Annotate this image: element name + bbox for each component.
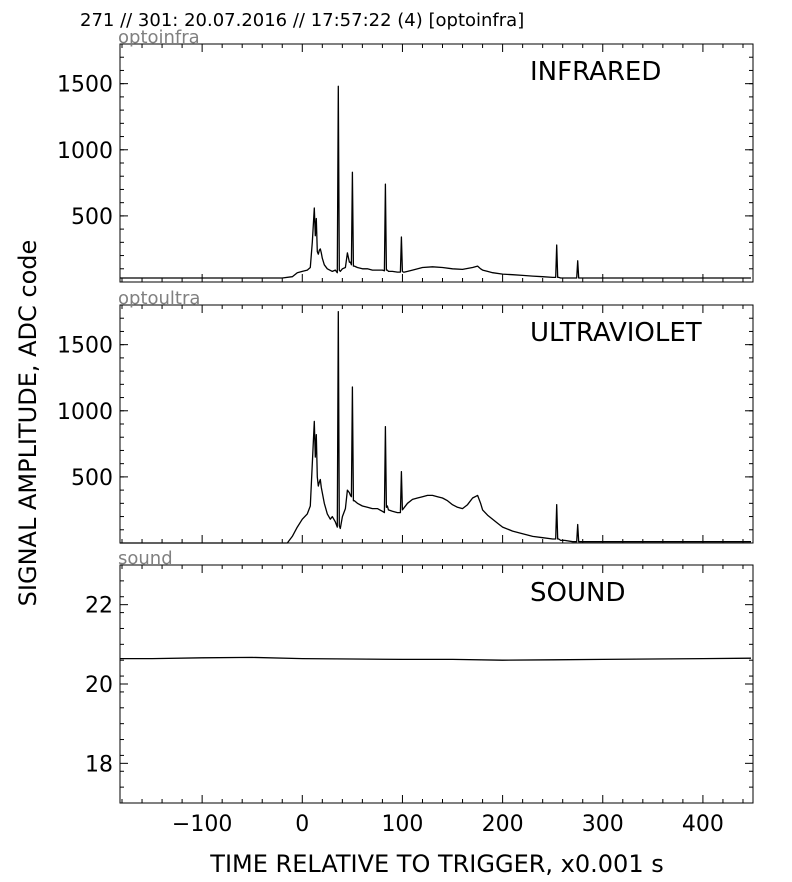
x-tick-label: 100 — [381, 812, 423, 837]
x-tick-label: 0 — [295, 812, 309, 837]
y-tick-label: 1000 — [57, 400, 113, 425]
y-tick-label: 18 — [85, 752, 113, 777]
y-tick-label: 500 — [71, 466, 113, 491]
x-tick-label: 400 — [682, 812, 724, 837]
x-tick-label: 300 — [582, 812, 624, 837]
y-tick-label: 20 — [85, 673, 113, 698]
y-tick-label: 500 — [71, 205, 113, 230]
x-axis-label: TIME RELATIVE TO TRIGGER, x0.001 s — [209, 850, 663, 878]
y-axis-label: SIGNAL AMPLITUDE, ADC code — [14, 240, 42, 607]
panel-tag: optoinfra — [118, 27, 200, 48]
panel-frame — [119, 564, 754, 804]
panel-title: SOUND — [530, 578, 625, 608]
y-tick-label: 1500 — [57, 73, 113, 98]
y-tick-label: 1000 — [57, 139, 113, 164]
panel-tag: sound — [118, 548, 173, 569]
y-tick-label: 1500 — [57, 334, 113, 359]
series-line-sound — [120, 656, 752, 661]
panel-sound: sound SOUND 18 20 22 −100 0 100 200 300 400 — [85, 548, 754, 837]
series-line-optoinfra — [120, 85, 751, 279]
x-tick-label: 200 — [482, 812, 524, 837]
panel-title: ULTRAVIOLET — [530, 318, 702, 348]
panel-optoinfra: optoinfra INFRARED 500 1000 1500 — [57, 27, 754, 283]
y-tick-label: 22 — [85, 594, 113, 619]
x-tick-label: −100 — [172, 812, 232, 837]
panel-tag: optoultra — [118, 288, 200, 309]
figure-header: 271 // 301: 20.07.2016 // 17:57:22 (4) [… — [80, 10, 524, 31]
panel-title: INFRARED — [530, 57, 661, 87]
panel-optoultra: optoultra ULTRAVIOLET 500 1000 1500 — [57, 288, 754, 544]
series-line-optoultra — [120, 310, 751, 544]
